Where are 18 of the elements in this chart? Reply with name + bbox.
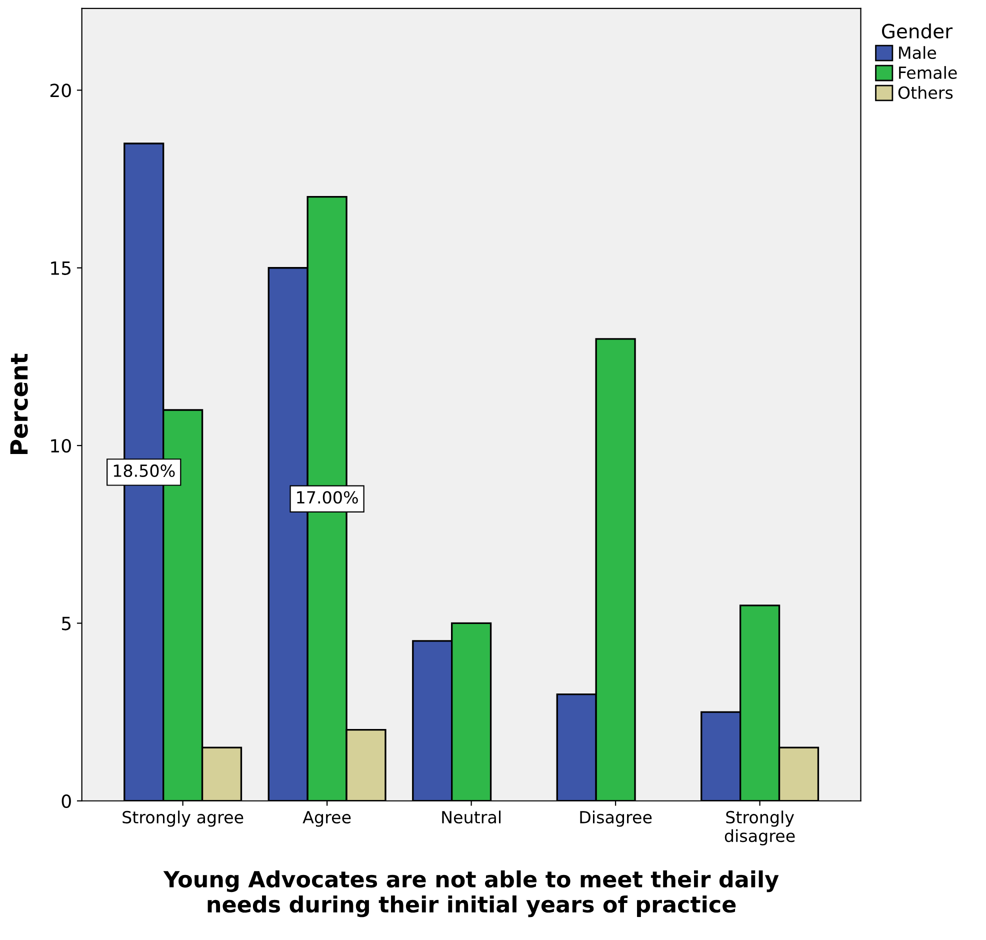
y-axis-title: Percent	[10, 354, 28, 454]
legend-label: Female	[899, 66, 957, 79]
x-tick-label: Agree	[302, 811, 351, 827]
y-tick-label: 10	[51, 438, 71, 453]
legend-label: Male	[899, 46, 936, 60]
legend-title: Gender	[882, 23, 953, 39]
y-tick-label: 20	[50, 84, 71, 98]
x-tick-label: Disagree	[580, 810, 652, 827]
x-tick-label: Neutral	[442, 810, 501, 824]
y-tick-label: 15	[51, 262, 71, 275]
y-tick-label: 0	[62, 794, 71, 808]
x-axis-title: Young Advocates are not able to meet their daily needs during their initial years of practice	[163, 870, 779, 918]
y-tick-label: 5	[62, 616, 71, 630]
legend-label: Others	[898, 86, 953, 99]
data-label: 17.00%	[297, 491, 358, 504]
x-tick-label: Strongly agree	[122, 810, 244, 827]
data-label: 18.50%	[114, 464, 175, 478]
x-tick-label: Strongly disagree	[724, 810, 795, 846]
